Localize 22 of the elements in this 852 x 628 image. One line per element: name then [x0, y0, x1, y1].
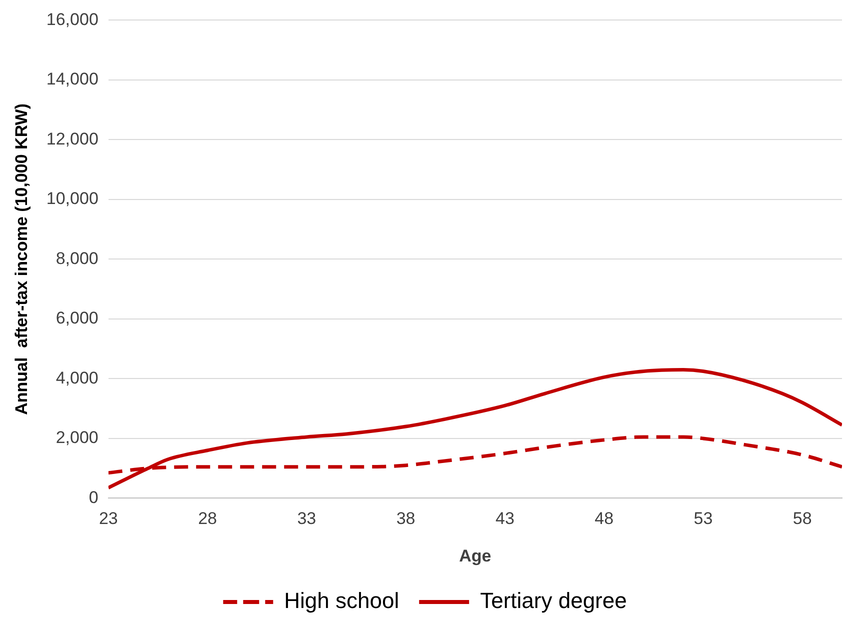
- y-tick-label: 12,000: [46, 129, 98, 148]
- legend-label: High school: [284, 588, 400, 614]
- y-tick-label: 8,000: [56, 248, 98, 268]
- x-tick-label: 28: [198, 509, 217, 528]
- x-tick-label: 38: [396, 509, 416, 528]
- legend-label: Tertiary degree: [480, 588, 627, 614]
- y-tick-label: 6,000: [56, 308, 98, 328]
- y-axis-title: Annual after-tax income (10,000 KRW): [12, 103, 31, 415]
- y-tick-label: 2,000: [56, 428, 98, 448]
- y-tick-label: 14,000: [46, 70, 98, 89]
- y-tick-label: 10,000: [46, 189, 98, 208]
- x-tick-label: 48: [594, 509, 614, 528]
- x-tick-label: 33: [297, 509, 316, 528]
- y-tick-label: 0: [88, 488, 98, 507]
- x-tick-label: 23: [98, 509, 118, 528]
- y-tick-label: 16,000: [46, 10, 98, 29]
- x-tick-label: 43: [495, 509, 514, 528]
- x-tick-label: 58: [792, 509, 812, 528]
- y-tick-label: 4,000: [56, 368, 98, 388]
- line-series: [108, 368, 842, 490]
- x-tick-label: 53: [694, 509, 713, 528]
- x-axis-title: Age: [459, 546, 492, 566]
